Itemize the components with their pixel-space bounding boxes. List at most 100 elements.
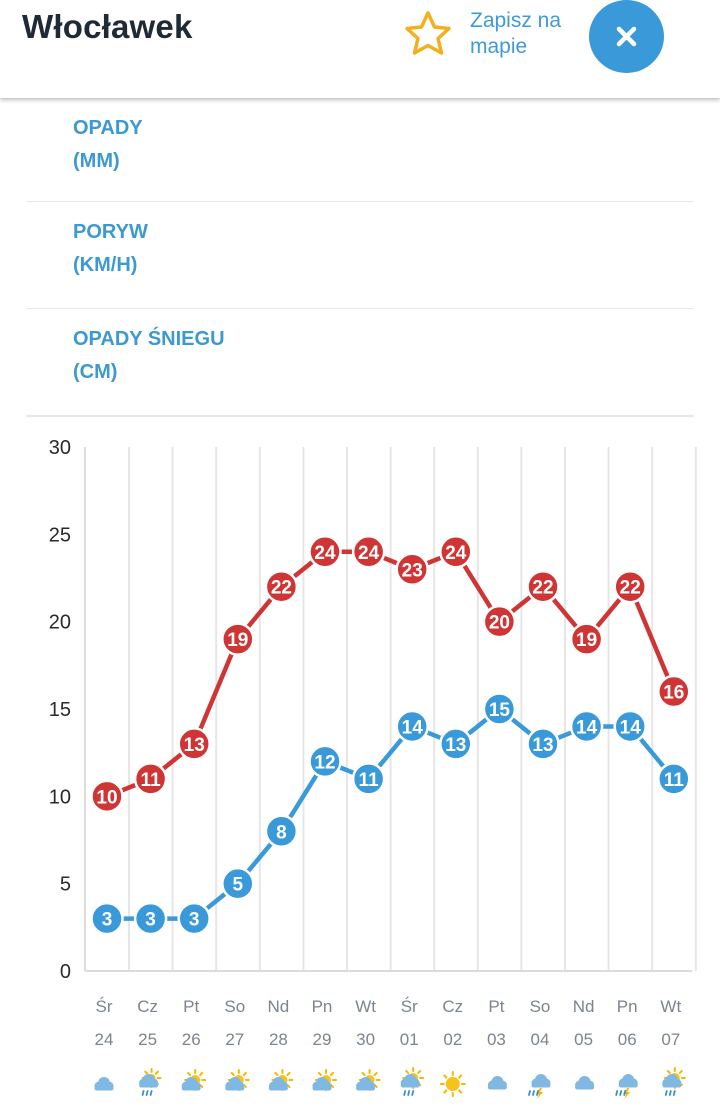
rain-cloud-icon: [139, 1068, 162, 1096]
x-date-label: 24: [95, 1030, 114, 1049]
data-point-marker: [90, 901, 124, 936]
max-temp-point: 22: [526, 569, 560, 604]
wind-gust-section[interactable]: PORYW (KM/H): [26, 202, 694, 309]
y-tick-label: 5: [60, 874, 71, 896]
snowfall-section[interactable]: OPADY ŚNIEGU (CM): [26, 309, 694, 417]
x-day-label: Pn: [312, 997, 333, 1016]
sun-icon: [439, 1071, 466, 1097]
star-icon: [405, 11, 451, 55]
wind-gust-label: PORYW (KM/H): [73, 221, 148, 276]
y-tick-label: 10: [49, 786, 71, 808]
sun-rain-icon: [400, 1067, 425, 1096]
data-label: 19: [227, 630, 248, 651]
data-point-marker: [613, 709, 647, 744]
data-label: 13: [184, 735, 205, 756]
data-label: 10: [96, 787, 117, 808]
x-date-label: 29: [313, 1030, 332, 1049]
data-label: 22: [620, 578, 641, 599]
cloud-icon: [575, 1076, 595, 1090]
data-label: 8: [276, 822, 287, 843]
save-to-map-button[interactable]: Zapisz na mapie: [400, 4, 580, 70]
x-day-label: Cz: [137, 997, 158, 1016]
sun-cloud-icon: [356, 1069, 381, 1091]
min-temp-point: 5: [221, 866, 255, 901]
data-label: 24: [358, 543, 380, 564]
data-label: 11: [141, 770, 162, 791]
data-point-marker: [569, 709, 604, 744]
close-button[interactable]: [589, 0, 664, 73]
data-point-marker: [395, 709, 429, 744]
data-label: 20: [489, 613, 510, 634]
data-point-marker: [439, 727, 473, 761]
data-point-marker: [569, 622, 604, 656]
data-point-marker: [351, 762, 386, 796]
data-point-marker: [482, 604, 517, 639]
precipitation-section[interactable]: OPADY (MM): [26, 98, 694, 202]
close-icon: [616, 26, 637, 47]
y-tick-label: 20: [49, 612, 71, 634]
x-date-label: 25: [138, 1030, 157, 1049]
max-temp-point: 22: [264, 569, 299, 604]
data-label: 13: [532, 735, 553, 756]
data-label: 5: [233, 875, 244, 896]
min-temp-point: 15: [482, 692, 517, 726]
x-day-label: Pn: [617, 997, 638, 1016]
max-temp-point: 23: [395, 552, 429, 587]
data-label: 3: [145, 910, 156, 931]
data-label: 13: [445, 735, 466, 756]
data-point-marker: [133, 901, 168, 936]
data-point-marker: [221, 866, 255, 901]
x-date-label: 03: [487, 1030, 506, 1049]
sun-rain-icon: [662, 1067, 686, 1096]
x-date-label: 07: [661, 1030, 680, 1049]
min-temp-point: 14: [569, 709, 604, 744]
data-point-marker: [133, 762, 168, 796]
data-label: 19: [576, 630, 597, 651]
min-temp-point: 14: [613, 709, 647, 744]
x-date-label: 05: [574, 1030, 593, 1049]
x-day-label: Śr: [401, 997, 418, 1016]
page-title: Włocławek: [22, 8, 193, 45]
min-temp-point: 12: [308, 744, 342, 779]
x-date-label: 06: [618, 1030, 637, 1049]
x-date-label: 02: [443, 1030, 462, 1049]
min-temp-point: 13: [439, 727, 473, 761]
partly-sunny-icon: [268, 1069, 294, 1091]
data-point-marker: [308, 744, 342, 779]
data-point-marker: [221, 622, 255, 656]
data-point-marker: [177, 727, 211, 761]
data-label: 12: [314, 752, 335, 773]
y-tick-label: 15: [49, 699, 71, 721]
x-date-label: 28: [269, 1030, 288, 1049]
data-label: 3: [189, 910, 200, 931]
data-point-marker: [526, 727, 560, 761]
thunderstorm-icon: [615, 1074, 638, 1099]
x-day-label: Śr: [96, 997, 113, 1016]
max-temp-point: 13: [177, 727, 211, 761]
partly-sunny-icon: [181, 1069, 207, 1091]
data-point-marker: [613, 569, 647, 604]
x-date-label: 27: [225, 1030, 244, 1049]
max-temp-point: 24: [439, 535, 473, 569]
max-temp-point: 24: [351, 535, 386, 569]
min-temp-point: 11: [657, 762, 691, 796]
x-date-label: 26: [182, 1030, 201, 1049]
data-point-marker: [264, 814, 299, 849]
x-day-label: Wt: [355, 997, 376, 1016]
sun-cloud-icon: [312, 1069, 337, 1091]
data-point-marker: [308, 535, 342, 569]
data-point-marker: [526, 569, 560, 604]
data-label: 11: [664, 770, 685, 791]
max-temp-point: 22: [613, 569, 647, 604]
data-label: 16: [663, 683, 684, 704]
data-point-marker: [90, 779, 124, 814]
x-day-label: Pt: [488, 997, 504, 1016]
y-tick-label: 30: [49, 437, 71, 459]
data-point-marker: [657, 674, 691, 709]
data-point-marker: [351, 535, 386, 569]
x-date-label: 04: [531, 1030, 550, 1049]
min-temp-point: 13: [526, 727, 560, 761]
snowfall-label: OPADY ŚNIEGU (CM): [73, 328, 225, 383]
max-temp-point: 19: [569, 622, 604, 656]
max-temp-point: 16: [657, 674, 691, 709]
